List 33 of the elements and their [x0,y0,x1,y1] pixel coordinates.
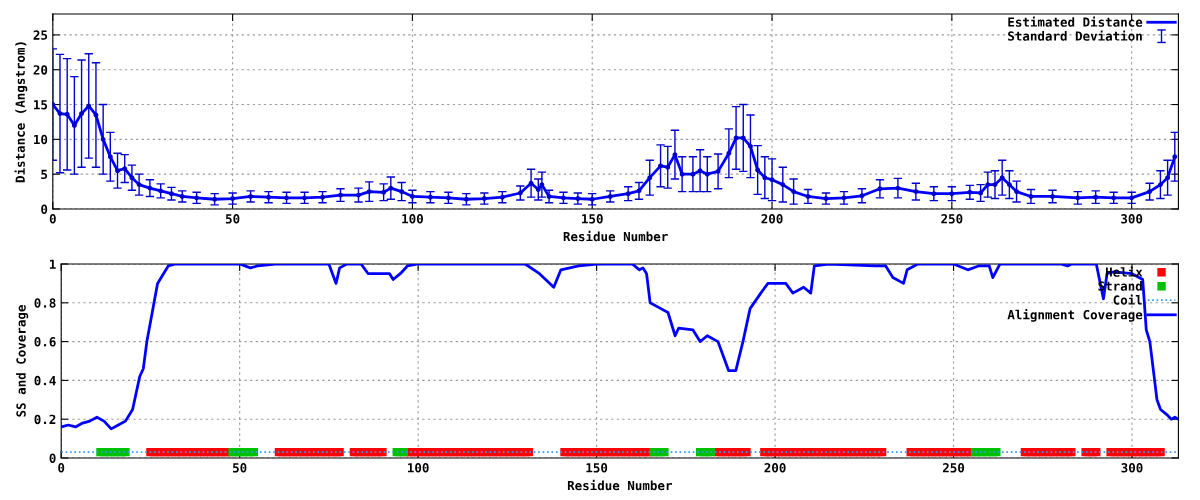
y-tick-label: 1 [49,259,56,269]
x-tick-label: 0 [58,463,65,473]
y-tick-label: 0 [49,453,56,463]
x-tick-label: 50 [225,214,240,224]
x-tick-label: 300 [1121,463,1143,473]
y-tick-label: 20 [33,65,48,75]
x-tick-label: 50 [233,463,247,473]
y-tick-label: 0.2 [34,414,56,425]
x-axis-title: Residue Number [567,479,672,491]
y-tick-label: 0.8 [34,298,56,308]
y-axis-title: Distance (Angstrom) [14,42,28,183]
x-tick-label: 150 [582,214,603,224]
legend-label: Estimated Distance [1008,16,1143,27]
x-tick-label: 200 [761,214,783,224]
y-tick-label: 0.6 [34,337,56,347]
x-tick-label: 100 [402,214,423,224]
x-axis-title: Residue Number [563,230,668,242]
y-tick-label: 15 [34,100,48,110]
x-tick-label: 250 [941,214,963,224]
legend-label: Coil [1113,294,1142,305]
y-tick-label: 0.4 [34,375,56,386]
legend-label: Alignment Coverage [1007,309,1143,322]
x-tick-label: 250 [942,463,965,473]
x-tick-label: 150 [586,463,608,473]
y-tick-label: 25 [33,30,48,40]
y-axis-title: SS and Coverage [16,305,29,417]
x-tick-label: 300 [1121,214,1143,224]
y-tick-label: 5 [41,169,48,180]
y-tick-label: 10 [34,134,48,145]
x-tick-label: 200 [764,463,786,473]
x-tick-label: 100 [407,463,429,473]
legend-label: Standard Deviation [1008,30,1142,41]
y-tick-label: 0 [41,204,48,214]
